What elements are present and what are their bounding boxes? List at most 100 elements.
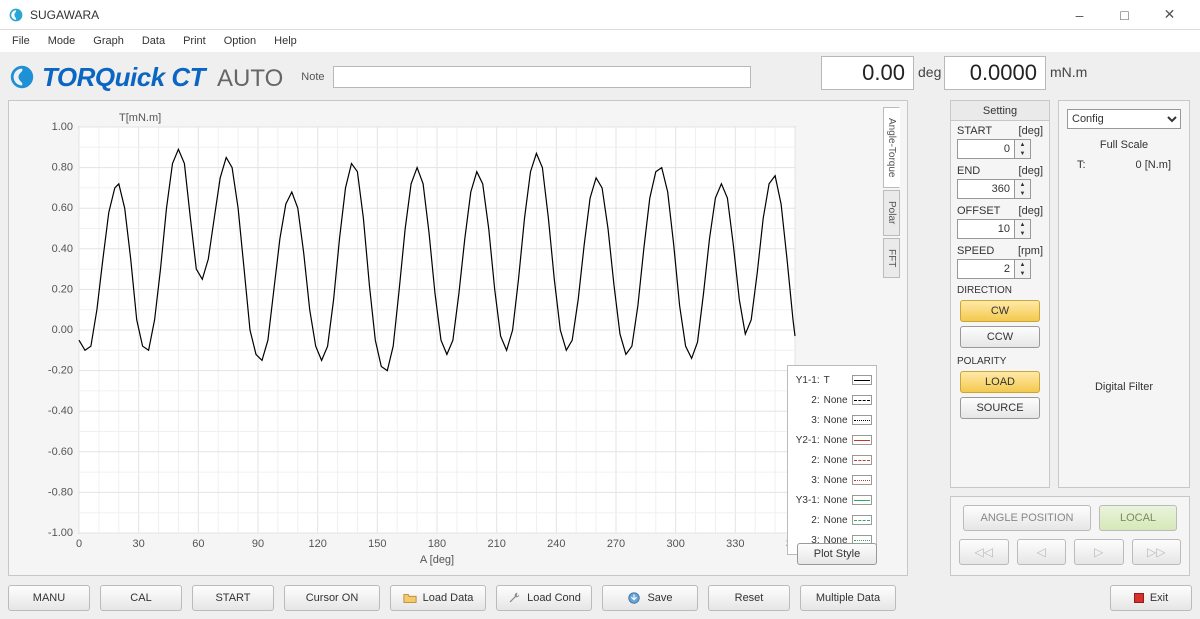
- ccw-button[interactable]: CCW: [960, 326, 1040, 348]
- legend-row: Y1-1:T: [792, 370, 872, 390]
- end-input[interactable]: [957, 179, 1015, 199]
- menu-print[interactable]: Print: [175, 33, 214, 49]
- close-button[interactable]: ✕: [1147, 0, 1192, 30]
- chart: 03060901201501802102402703003303601.000.…: [19, 109, 805, 567]
- legend-value: None: [824, 495, 848, 506]
- legend-swatch: [852, 475, 872, 485]
- speed-unit: [rpm]: [1018, 245, 1043, 257]
- nav-back-button[interactable]: ◁: [1017, 539, 1067, 565]
- tab-angle-torque[interactable]: Angle-Torque: [883, 107, 900, 188]
- legend-swatch: [852, 435, 872, 445]
- tab-fft[interactable]: FFT: [883, 238, 900, 278]
- angle-position-button[interactable]: ANGLE POSITION: [963, 505, 1091, 531]
- brand-mode: AUTO: [217, 65, 283, 93]
- nav-ffwd-button[interactable]: ▷▷: [1132, 539, 1182, 565]
- manu-button[interactable]: MANU: [8, 585, 90, 611]
- svg-text:-0.20: -0.20: [48, 365, 73, 377]
- exit-label: Exit: [1150, 592, 1168, 604]
- svg-text:180: 180: [428, 538, 446, 550]
- reset-button[interactable]: Reset: [708, 585, 790, 611]
- local-button[interactable]: LOCAL: [1099, 505, 1177, 531]
- legend-value: None: [824, 415, 848, 426]
- nav-rewind-button[interactable]: ◁◁: [959, 539, 1009, 565]
- svg-text:150: 150: [368, 538, 386, 550]
- minimize-button[interactable]: –: [1057, 0, 1102, 30]
- load-button[interactable]: LOAD: [960, 371, 1040, 393]
- legend-value: None: [824, 435, 848, 446]
- legend-key: Y2-1:: [792, 435, 820, 446]
- workarea: TORQuick CT AUTO Note 0.00 deg 0.0000 mN…: [0, 52, 1200, 619]
- legend-swatch: [852, 415, 872, 425]
- menu-graph[interactable]: Graph: [85, 33, 132, 49]
- angle-readout: 0.00: [821, 56, 914, 90]
- legend-row: 3:None: [792, 470, 872, 490]
- svg-text:-0.40: -0.40: [48, 405, 73, 417]
- menu-data[interactable]: Data: [134, 33, 173, 49]
- svg-text:0.00: 0.00: [52, 324, 73, 336]
- start-button[interactable]: START: [192, 585, 274, 611]
- load-cond-button[interactable]: Load Cond: [496, 585, 592, 611]
- menu-help[interactable]: Help: [266, 33, 305, 49]
- cal-button[interactable]: CAL: [100, 585, 182, 611]
- legend-row: Y2-1: None: [792, 430, 872, 450]
- offset-input[interactable]: [957, 219, 1015, 239]
- menu-mode[interactable]: Mode: [40, 33, 84, 49]
- angle-unit: deg: [918, 64, 941, 80]
- config-panel: Config Full Scale T: 0 [N.m] Digital Fil…: [1058, 100, 1190, 488]
- end-unit: [deg]: [1019, 165, 1043, 177]
- note-input[interactable]: [333, 66, 751, 88]
- tab-polar[interactable]: Polar: [883, 190, 900, 235]
- end-label: END: [957, 165, 980, 177]
- stop-icon: [1134, 593, 1144, 603]
- multiple-data-button[interactable]: Multiple Data: [800, 585, 896, 611]
- end-stepper[interactable]: ▲▼: [1015, 179, 1031, 199]
- plot-style-button[interactable]: Plot Style: [797, 543, 877, 565]
- svg-text:330: 330: [726, 538, 744, 550]
- svg-text:A [deg]: A [deg]: [420, 554, 454, 566]
- menu-option[interactable]: Option: [216, 33, 264, 49]
- speed-input[interactable]: [957, 259, 1015, 279]
- svg-text:0.60: 0.60: [52, 202, 73, 214]
- menu-file[interactable]: File: [4, 33, 38, 49]
- start-stepper[interactable]: ▲▼: [1015, 139, 1031, 159]
- legend-swatch: [852, 515, 872, 525]
- svg-text:-0.80: -0.80: [48, 486, 73, 498]
- legend-key: 3:: [792, 475, 820, 486]
- legend-value: None: [824, 455, 848, 466]
- legend-swatch: [852, 455, 872, 465]
- setting-panel: Setting START[deg] ▲▼ END[deg] ▲▼ OFFSET…: [950, 100, 1050, 488]
- full-scale-label: Full Scale: [1067, 139, 1181, 151]
- start-label: START: [957, 125, 992, 137]
- source-button[interactable]: SOURCE: [960, 397, 1040, 419]
- note-label: Note: [301, 71, 324, 83]
- direction-label: DIRECTION: [951, 281, 1049, 296]
- legend-row: Y3-1:None: [792, 490, 872, 510]
- maximize-button[interactable]: □: [1102, 0, 1147, 30]
- legend-row: 2:None: [792, 450, 872, 470]
- load-data-button[interactable]: Load Data: [390, 585, 486, 611]
- legend-row: 2:None: [792, 510, 872, 530]
- folder-open-icon: [403, 591, 417, 605]
- legend-value: None: [824, 515, 848, 526]
- svg-text:1.00: 1.00: [52, 121, 73, 133]
- save-label: Save: [647, 592, 672, 604]
- polarity-label: POLARITY: [951, 352, 1049, 367]
- window-title: SUGAWARA: [30, 8, 99, 22]
- config-select[interactable]: Config: [1067, 109, 1181, 129]
- svg-text:-0.60: -0.60: [48, 446, 73, 458]
- legend-swatch: [852, 495, 872, 505]
- save-button[interactable]: Save: [602, 585, 698, 611]
- t-value: 0 [N.m]: [1136, 159, 1171, 171]
- save-icon: [627, 591, 641, 605]
- start-input[interactable]: [957, 139, 1015, 159]
- offset-stepper[interactable]: ▲▼: [1015, 219, 1031, 239]
- plot-panel: 03060901201501802102402703003303601.000.…: [8, 100, 908, 576]
- speed-stepper[interactable]: ▲▼: [1015, 259, 1031, 279]
- nav-fwd-button[interactable]: ▷: [1074, 539, 1124, 565]
- load-data-label: Load Data: [423, 592, 474, 604]
- cw-button[interactable]: CW: [960, 300, 1040, 322]
- setting-header: Setting: [951, 101, 1049, 121]
- exit-button[interactable]: Exit: [1110, 585, 1192, 611]
- cursor-on-button[interactable]: Cursor ON: [284, 585, 380, 611]
- legend-value: T: [824, 375, 848, 386]
